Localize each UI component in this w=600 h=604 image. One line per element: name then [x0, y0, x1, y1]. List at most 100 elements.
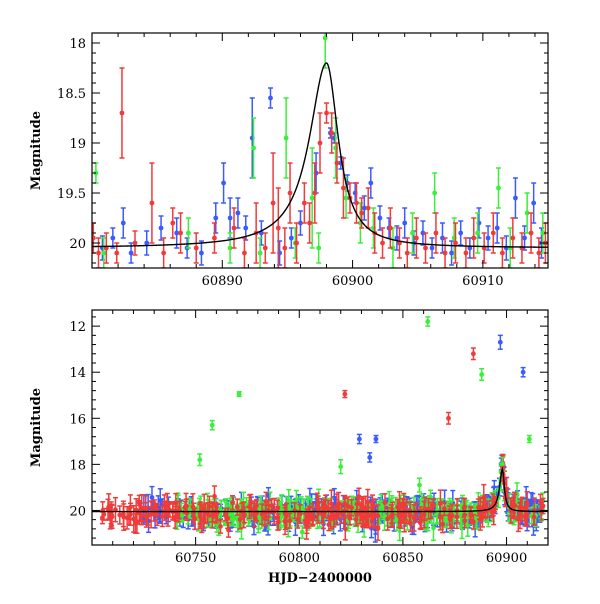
baseline-point: [143, 495, 149, 522]
data-point: [361, 195, 367, 221]
baseline-point: [101, 507, 107, 521]
baseline-point: [356, 487, 362, 506]
baseline-point: [421, 500, 427, 529]
baseline-point: [259, 503, 265, 526]
data-point: [442, 237, 448, 268]
outlier-point: [425, 316, 431, 327]
outlier-point: [236, 391, 242, 398]
data-point: [178, 212, 184, 254]
baseline-point: [437, 503, 443, 531]
data-point: [432, 172, 438, 214]
data-point: [282, 227, 288, 268]
outlier-point: [197, 453, 203, 467]
baseline-point: [342, 516, 348, 541]
data-point: [170, 207, 176, 239]
data-point: [110, 227, 116, 249]
data-point: [193, 232, 199, 264]
y-tick-label: 16: [69, 412, 86, 427]
data-point: [120, 207, 126, 239]
data-point: [452, 222, 458, 264]
data-point: [528, 212, 534, 254]
data-point: [312, 162, 318, 224]
data-point: [103, 232, 109, 264]
data-point: [267, 87, 273, 109]
data-point: [275, 187, 281, 268]
baseline-point: [328, 489, 334, 519]
data-point: [288, 227, 294, 249]
data-point: [387, 207, 393, 249]
model-curve: [92, 62, 548, 248]
baseline-point: [275, 499, 281, 518]
data-point: [317, 112, 323, 174]
baseline-point: [106, 493, 112, 521]
baseline-point: [225, 522, 231, 538]
data-point: [119, 67, 125, 159]
y-tick-label: 19.5: [57, 187, 86, 202]
data-point: [458, 220, 464, 246]
outlier-point: [526, 434, 532, 444]
baseline-point: [154, 503, 160, 527]
baseline-point: [275, 513, 281, 531]
outlier-point: [446, 411, 452, 425]
data-point: [359, 197, 365, 229]
y-tick-label: 18.5: [57, 87, 86, 102]
axes: 60890 60900 60910 18 18.5 19 19.5 20 Magnitude: [29, 32, 548, 289]
bottom-panel: 60750 60800 60850 60900 12 14 16 18 20 Magnitude H…: [29, 309, 549, 586]
y-axis-label: Magnitude: [29, 388, 44, 467]
data-point: [429, 237, 435, 259]
outlier-point: [338, 459, 344, 475]
y-tick-label: 20: [69, 237, 86, 252]
data-point: [309, 147, 315, 249]
x-tick-label: 60850: [382, 551, 423, 566]
data-point: [132, 230, 138, 256]
y-tick-label: 18: [69, 458, 86, 473]
data-point: [231, 207, 237, 249]
outlier-point: [416, 477, 422, 493]
data-point: [213, 202, 219, 234]
data-point: [241, 237, 247, 268]
baseline-point: [335, 501, 341, 516]
baseline-point: [359, 498, 365, 517]
baseline-point: [217, 518, 223, 534]
top-panel: 60890 60900 60910 18 18.5 19 19.5 20 Magnitude: [29, 32, 549, 289]
baseline-point: [248, 502, 254, 517]
data-point: [495, 167, 501, 209]
baseline-point: [121, 503, 127, 532]
baseline-point: [454, 504, 460, 530]
baseline-point: [310, 503, 316, 527]
y-tick-label: 18: [69, 37, 86, 52]
baseline-point: [242, 506, 248, 524]
outlier-point: [367, 452, 373, 463]
data-point: [324, 102, 330, 124]
baseline-point: [396, 504, 402, 529]
baseline-point: [197, 503, 203, 526]
data-point: [144, 230, 150, 256]
baseline-point: [234, 498, 240, 516]
baseline-point: [139, 494, 145, 523]
data-point: [413, 217, 419, 259]
baseline-point: [128, 502, 134, 526]
baseline-point: [524, 491, 530, 519]
data-point: [257, 237, 263, 268]
data-point: [402, 207, 408, 239]
plot-area: [92, 33, 548, 268]
data-point: [524, 192, 530, 234]
data-point: [158, 215, 164, 241]
baseline-point: [468, 506, 474, 521]
outlier-point: [470, 347, 476, 361]
data-point: [307, 202, 313, 244]
data-point: [423, 232, 429, 264]
baseline-point: [418, 508, 424, 531]
x-axis-label: HJD−2400000: [268, 571, 372, 586]
baseline-point: [390, 501, 396, 528]
data-point: [449, 240, 455, 266]
data-point: [471, 217, 477, 259]
baseline-point: [165, 501, 171, 527]
outlier-point: [520, 366, 526, 378]
data-point: [494, 212, 500, 244]
baseline-point: [284, 502, 290, 529]
x-tick-label: 60890: [202, 274, 243, 289]
data-point: [394, 225, 400, 251]
baseline-point: [299, 525, 305, 539]
data-point: [297, 210, 303, 236]
